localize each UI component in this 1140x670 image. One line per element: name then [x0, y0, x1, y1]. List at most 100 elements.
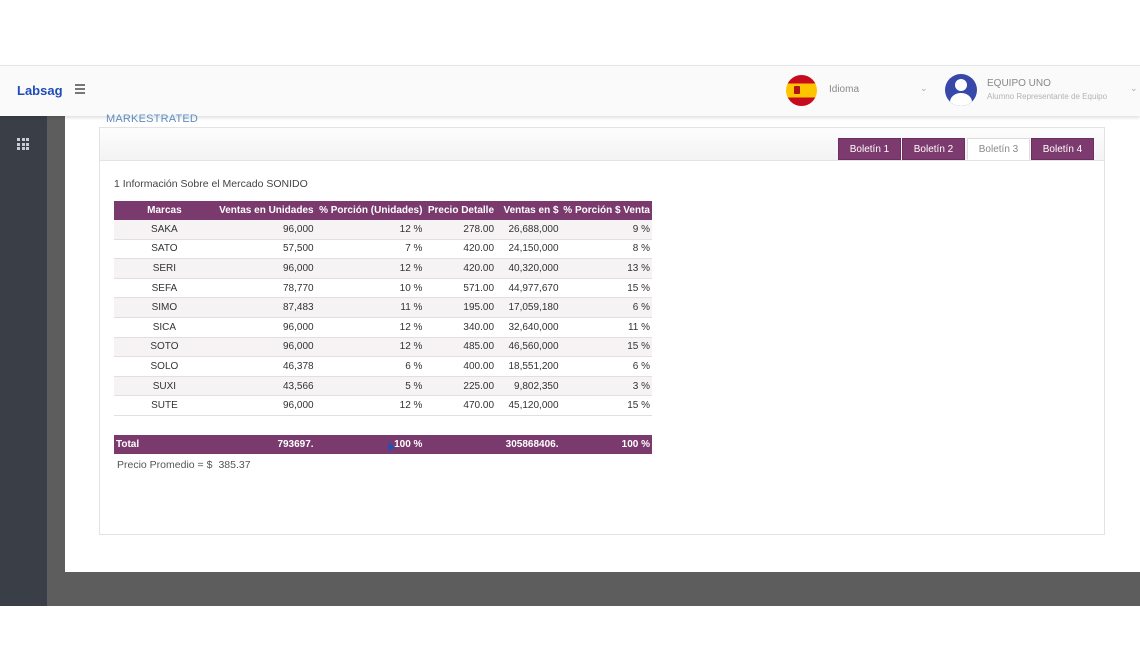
table-cell: 470.00	[424, 395, 497, 416]
table-row: SERI 96,000 12 % 420.00 40,320,000 13 %	[114, 258, 652, 279]
table-spacer-row	[114, 415, 652, 435]
col-header: Ventas en $	[496, 201, 561, 220]
table-cell: 11 %	[560, 317, 652, 338]
average-price-label: Precio Promedio = $	[117, 459, 213, 471]
col-header: % Porción (Unidades)	[315, 201, 425, 220]
table-cell: 6 %	[315, 356, 425, 377]
average-price: Precio Promedio = $ 385.37	[117, 459, 251, 471]
chevron-down-icon[interactable]: ⌄	[1130, 83, 1138, 93]
table-cell: SEFA	[114, 278, 215, 299]
table-cell: 96,000	[214, 258, 316, 279]
table-cell: 15 %	[560, 278, 652, 299]
table-header-row: Marcas Ventas en Unidades % Porción (Uni…	[114, 201, 652, 220]
chevron-down-icon[interactable]: ⌄	[920, 83, 928, 93]
table-row: SOTO 96,000 12 % 485.00 46,560,000 15 %	[114, 337, 652, 358]
table-cell: 225.00	[424, 376, 497, 397]
table-cell: 12 %	[315, 258, 425, 279]
table-cell: SOLO	[114, 356, 215, 377]
average-price-value: 385.37	[218, 459, 251, 471]
col-header: Marcas	[114, 201, 215, 220]
user-avatar[interactable]	[945, 74, 977, 106]
table-total-row: Total 793697. 100 % 305868406. 100 %	[114, 434, 652, 454]
table-row: SUXI 43,566 5 % 225.00 9,802,350 3 %	[114, 376, 652, 397]
table-cell: 793697.	[214, 434, 316, 454]
table-cell: 87,483	[214, 297, 316, 318]
table-cell: 96,000	[214, 337, 316, 358]
table-cell: 278.00	[424, 220, 497, 240]
table-cell: 24,150,000	[496, 239, 561, 260]
table-cell: 32,640,000	[496, 317, 561, 338]
table-cell: 96,000	[214, 395, 316, 416]
apps-grid-icon[interactable]	[17, 138, 29, 150]
table-cell: 96,000	[214, 317, 316, 338]
table-cell: 57,500	[214, 239, 316, 260]
table-row: SEFA 78,770 10 % 571.00 44,977,670 15 %	[114, 278, 652, 299]
table-cell: 12 %	[315, 220, 425, 240]
tab-boletin-1[interactable]: Boletín 1	[838, 138, 901, 160]
table-cell: 100 %	[315, 434, 425, 454]
table-cell: 7 %	[315, 239, 425, 260]
table-cell	[424, 434, 497, 454]
table-cell: SAKA	[114, 220, 215, 240]
table-cell: 12 %	[315, 395, 425, 416]
table-cell: 6 %	[560, 356, 652, 377]
table-cell: 10 %	[315, 278, 425, 299]
tab-boletin-4[interactable]: Boletín 4	[1031, 138, 1094, 160]
table-cell: 100 %	[560, 434, 652, 454]
table-cell: SUTE	[114, 395, 215, 416]
table-cell: 400.00	[424, 356, 497, 377]
tab-bar: Boletín 1 Boletín 2 Boletín 3 Boletín 4	[100, 128, 1104, 161]
table-cell: 9 %	[560, 220, 652, 240]
table-cell: 12 %	[315, 337, 425, 358]
table-cell: SOTO	[114, 337, 215, 358]
table-cell: SIMO	[114, 297, 215, 318]
table-cell: 5 %	[315, 376, 425, 397]
menu-icon[interactable]	[75, 84, 85, 96]
table-cell: 78,770	[214, 278, 316, 299]
table-cell: 44,977,670	[496, 278, 561, 299]
table-cell: 43,566	[214, 376, 316, 397]
table-cell: 26,688,000	[496, 220, 561, 240]
table-row: SOLO 46,378 6 % 400.00 18,551,200 6 %	[114, 356, 652, 377]
table-cell: 17,059,180	[496, 297, 561, 318]
table-cell: SUXI	[114, 376, 215, 397]
table-cell: 96,000	[214, 220, 316, 240]
table-cell: 46,378	[214, 356, 316, 377]
market-table: Marcas Ventas en Unidades % Porción (Uni…	[114, 201, 652, 454]
table-cell: 40,320,000	[496, 258, 561, 279]
table-cell: 420.00	[424, 258, 497, 279]
user-role: Alumno Representante de Equipo	[987, 92, 1108, 101]
table-cell: 305868406.	[496, 434, 561, 454]
table-cell: 9,802,350	[496, 376, 561, 397]
table-cell: 6 %	[560, 297, 652, 318]
table-cell: SERI	[114, 258, 215, 279]
table-cell: SATO	[114, 239, 215, 260]
spain-flag-icon[interactable]	[786, 75, 817, 106]
table-cell: 15 %	[560, 395, 652, 416]
table-cell: 11 %	[315, 297, 425, 318]
tab-boletin-2[interactable]: Boletín 2	[902, 138, 965, 160]
col-header: % Porción $ Venta	[560, 201, 652, 220]
col-header: Ventas en Unidades	[214, 201, 316, 220]
col-header: Precio Detalle	[424, 201, 497, 220]
table-cell: SICA	[114, 317, 215, 338]
brand-logo[interactable]: Labsag	[17, 83, 63, 98]
table-cell: 195.00	[424, 297, 497, 318]
table-row: SICA 96,000 12 % 340.00 32,640,000 11 %	[114, 317, 652, 338]
language-selector[interactable]: Idioma	[829, 84, 860, 95]
table-row: SIMO 87,483 11 % 195.00 17,059,180 6 %	[114, 297, 652, 318]
tab-boletin-3[interactable]: Boletín 3	[967, 138, 1030, 160]
table-cell: 12 %	[315, 317, 425, 338]
table-cell: 18,551,200	[496, 356, 561, 377]
user-name[interactable]: EQUIPO UNO	[987, 78, 1051, 89]
table-cell: 13 %	[560, 258, 652, 279]
table-cell: 15 %	[560, 337, 652, 358]
table-cell: 8 %	[560, 239, 652, 260]
table-cell: Total	[114, 434, 215, 454]
table-cell: 485.00	[424, 337, 497, 358]
market-info-title: 1 Información Sobre el Mercado SONIDO	[114, 178, 308, 190]
section-title: MARKESTRATED	[106, 113, 199, 125]
table-cell: 46,560,000	[496, 337, 561, 358]
table-row: SATO 57,500 7 % 420.00 24,150,000 8 %	[114, 239, 652, 260]
sidebar	[0, 65, 47, 606]
